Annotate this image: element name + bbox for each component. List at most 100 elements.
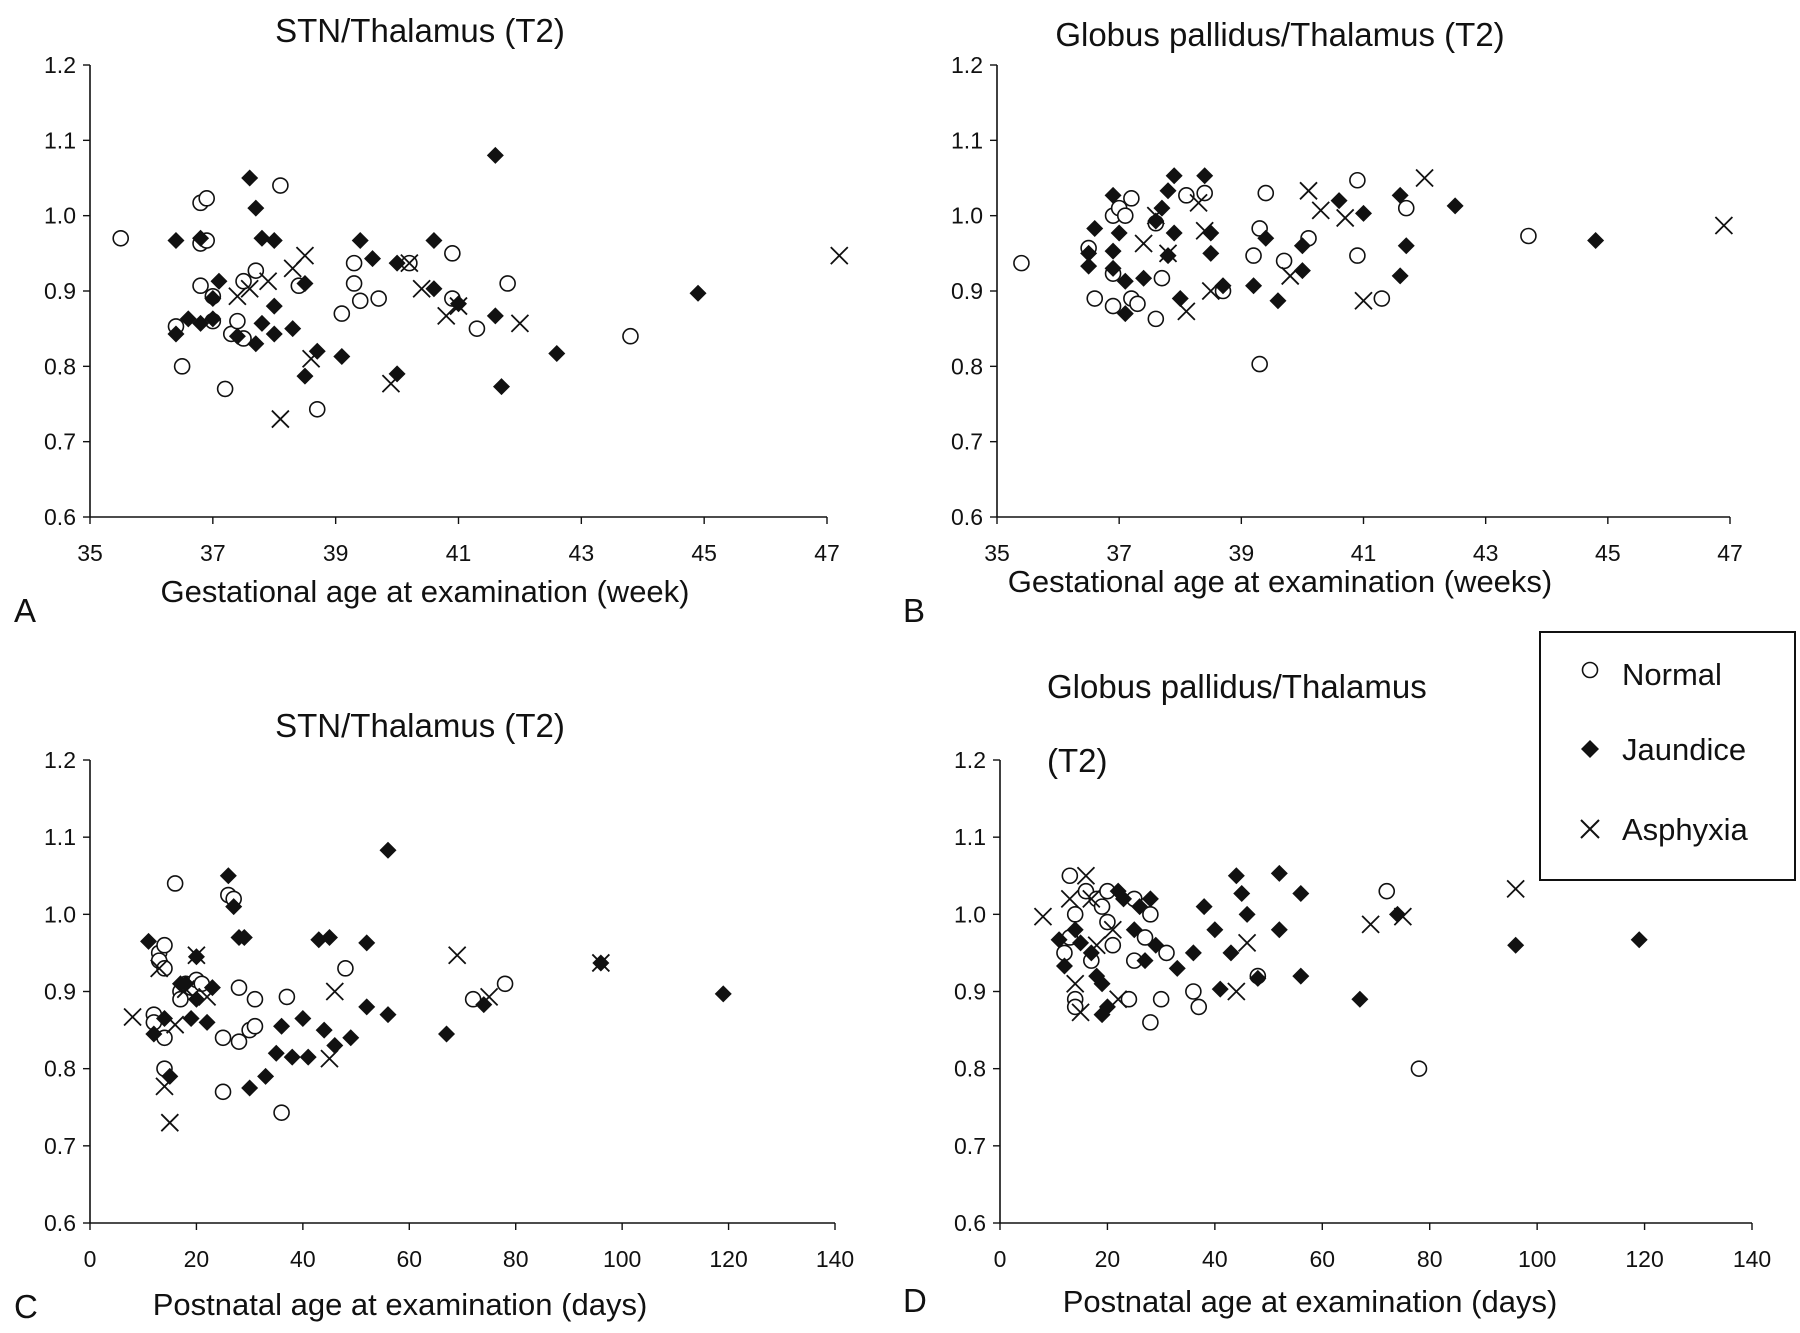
panel-c-normal-point [214,1083,232,1101]
panel-d-normal-point [1120,990,1138,1008]
panel-d-asphyxia-point [1082,889,1101,909]
panel-d-jaundice-point [1072,934,1090,952]
panel-b-x-tick-label: 41 [1351,540,1377,566]
panel-a-normal-point [229,312,246,330]
panel-b-jaundice-point [1165,167,1183,185]
legend-entry-normal: Normal [1581,657,1722,692]
panel-c-jaundice-point [283,1048,301,1066]
panel-b-jaundice-point [1269,292,1287,310]
panel-b-y-tick-label: 1.0 [951,203,983,229]
panel-a-jaundice-point [265,232,283,250]
panel-b-asphyxia-point [1189,193,1208,212]
panel-b-jaundice-point [1104,259,1122,277]
panel-a-jaundice-point [364,250,382,268]
panel-b-jaundice-point [1446,197,1464,215]
panel-c-xlabel: Postnatal age at examination (days) [153,1287,648,1322]
panel-a-jaundice-point [167,232,185,250]
panel-d-normal-point [1378,882,1396,900]
panel-b-normal-point [1373,290,1391,307]
panel-b-letter: B [903,592,925,629]
panel-b-asphyxia-point [1134,234,1153,253]
panel-a-jaundice-point [265,297,283,315]
panel-a-normal-point [370,290,387,307]
panel-c-asphyxia-point [176,980,195,999]
panel-c-jaundice-point [379,1006,397,1024]
panel-d-jaundice-point [1066,921,1084,939]
panel-b-normal-point [1257,184,1275,202]
panel-a-jaundice-point [253,229,271,247]
panel-c-asphyxia-point [325,982,344,1001]
panel-c-jaundice-point [198,1013,216,1031]
panel-a-jaundice-point [253,314,271,332]
panel-c-jaundice-point [358,998,376,1016]
panel-a-asphyxia-point [381,374,401,393]
panel-d-normal-point [1099,913,1116,931]
panel-c-x-tick-label: 20 [184,1246,210,1272]
panel-b-asphyxia-point [1336,208,1355,228]
panel-a-x-tick-label: 35 [77,540,103,566]
panel-d-jaundice-point [1351,990,1369,1008]
panel-c-asphyxia-point [160,1113,179,1132]
panel-b-jaundice-point [1202,224,1220,242]
panel-a-normal-point [622,327,639,345]
panel-c-y-tick-label: 1.1 [44,824,76,850]
panel-a-y-tick-label: 1.1 [44,127,76,153]
panel-c-normal-point [246,1017,264,1035]
panel-d-jaundice-point [1093,975,1111,993]
panel-a-title: STN/Thalamus (T2) [275,12,565,49]
panel-d-jaundice-point [1050,931,1068,949]
panel-c-asphyxia-point [448,946,467,965]
panel-d-normal-point [1093,898,1111,915]
panel-a-jaundice-point [486,307,504,325]
panel-d-jaundice-point [1270,921,1288,939]
panel-c-asphyxia-point [155,1077,174,1096]
panel-a-jaundice-point [284,320,302,338]
panel-c-jaundice-point [267,1044,285,1062]
panel-a-jaundice-point [388,254,406,272]
panel-a-jaundice-point [388,365,406,383]
panel-c-normal-point [278,988,296,1006]
panel-b-y-tick-label: 0.7 [951,429,983,455]
panel-b-jaundice-point [1202,244,1220,262]
panel-a-chart: STN/Thalamus (T2) 0.6 0.7 0.8 0.9 1.0 1.1 1.2 3… [14,12,849,629]
panel-b-jaundice-point [1165,224,1183,242]
panel-d-x-tick-label: 140 [1733,1246,1771,1272]
panel-c-x-tick-label: 120 [709,1246,747,1272]
panel-d-y-tick-label: 0.6 [954,1210,986,1236]
panel-d-asphyxia-point [1506,879,1525,899]
panel-c-asphyxia-point [123,1007,142,1027]
panel-b-y-tick-label: 0.8 [951,353,983,379]
panel-c-jaundice-point [187,948,205,966]
panel-d-jaundice-point [1630,931,1648,949]
panel-b-asphyxia-point [1201,281,1220,301]
panel-c-asphyxia-point [187,946,206,965]
panel-c-jaundice-point [273,1017,291,1035]
panel-c-jaundice-point [177,975,195,993]
panel-a-asphyxia-point [510,314,530,333]
panel-a-normal-point [173,358,191,375]
panel-b-jaundice-point [1214,277,1232,295]
panel-c-jaundice-point [145,1025,163,1043]
panel-a-normal-point [235,272,252,290]
panel-a-asphyxia-point [271,409,290,429]
panel-d-normal-point [1066,906,1084,923]
panel-a-jaundice-point [425,280,443,298]
panel-d-normal-point [1136,929,1154,946]
panel-d-jaundice-point [1136,952,1154,970]
panel-a-y-tick-label: 0.8 [44,353,76,379]
panel-d-jaundice-point [1115,890,1133,908]
panel-d-jaundice-point [1141,890,1159,908]
panel-d-jaundice-point [1147,936,1165,954]
panel-a-normal-point [308,400,326,418]
panel-b-jaundice-point [1257,229,1275,247]
panel-c-y-tick-label: 1.0 [44,901,76,927]
panel-d-asphyxia-point [1076,866,1096,885]
panel-a-x-tick-label: 39 [323,540,349,566]
panel-b-chart: Globus pallidus/Thalamus (T2) 0.6 0.7 0.8 0… [903,16,1743,629]
panel-a-y-tick-label: 0.7 [44,429,76,455]
panel-c-jaundice-point [326,1037,344,1055]
panel-c-x-tick-label: 40 [290,1246,316,1272]
panel-d-normal-point [1152,990,1170,1008]
panel-a-asphyxia-point [295,246,315,265]
panel-c-y-tick-label: 1.2 [44,747,76,773]
